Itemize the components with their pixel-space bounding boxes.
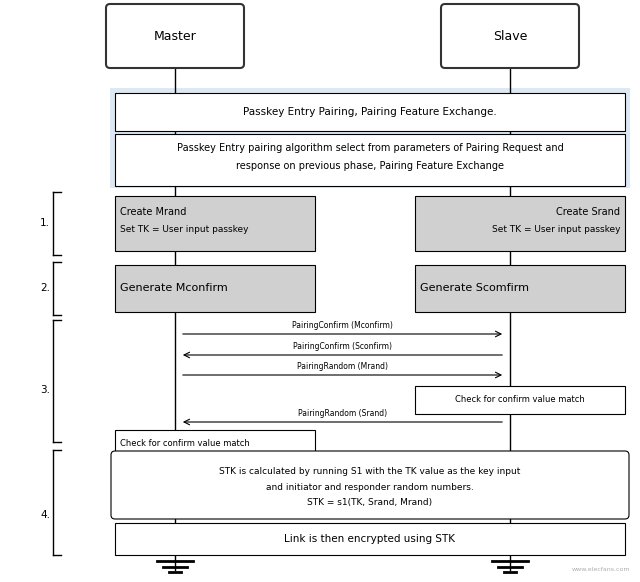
Text: and initiator and responder random numbers.: and initiator and responder random numbe…: [266, 482, 474, 492]
Bar: [115, 196, 315, 251]
Bar: [115, 265, 315, 312]
Bar: [415, 196, 625, 251]
Text: Check for confirm value match: Check for confirm value match: [455, 396, 585, 404]
FancyBboxPatch shape: [441, 4, 579, 68]
Text: Passkey Entry Pairing, Pairing Feature Exchange.: Passkey Entry Pairing, Pairing Feature E…: [243, 107, 497, 117]
Text: PairingRandom (Mrand): PairingRandom (Mrand): [297, 362, 388, 371]
Text: Set TK = User input passkey: Set TK = User input passkey: [120, 225, 248, 235]
Bar: [115, 523, 625, 555]
Bar: [115, 93, 625, 131]
Text: 3.: 3.: [40, 385, 50, 395]
Text: Check for confirm value match: Check for confirm value match: [120, 439, 250, 449]
Bar: [415, 265, 625, 312]
Text: Create Srand: Create Srand: [556, 207, 620, 217]
FancyBboxPatch shape: [106, 4, 244, 68]
Text: 1.: 1.: [40, 218, 50, 228]
Bar: [415, 386, 625, 414]
Text: STK = s1(TK, Srand, Mrand): STK = s1(TK, Srand, Mrand): [307, 499, 433, 508]
Text: PairingConfirm (Mconfirm): PairingConfirm (Mconfirm): [292, 321, 393, 330]
Bar: [110, 88, 630, 188]
Text: Link is then encrypted using STK: Link is then encrypted using STK: [285, 534, 456, 544]
Text: response on previous phase, Pairing Feature Exchange: response on previous phase, Pairing Feat…: [236, 161, 504, 171]
Text: Create Mrand: Create Mrand: [120, 207, 186, 217]
Text: Slave: Slave: [493, 30, 527, 42]
Text: PairingConfirm (Sconfirm): PairingConfirm (Sconfirm): [293, 342, 392, 351]
Text: www.elecfans.com: www.elecfans.com: [572, 567, 630, 572]
Text: Master: Master: [154, 30, 196, 42]
FancyBboxPatch shape: [111, 451, 629, 519]
Bar: [115, 134, 625, 186]
Text: 4.: 4.: [40, 510, 50, 520]
Text: PairingRandom (Srand): PairingRandom (Srand): [298, 409, 387, 418]
Text: Generate Scomfirm: Generate Scomfirm: [420, 283, 529, 293]
Text: 2.: 2.: [40, 283, 50, 293]
Text: STK is calculated by running S1 with the TK value as the key input: STK is calculated by running S1 with the…: [220, 467, 521, 475]
Bar: [115, 430, 315, 458]
Text: Set TK = User input passkey: Set TK = User input passkey: [492, 225, 620, 235]
Text: Passkey Entry pairing algorithm select from parameters of Pairing Request and: Passkey Entry pairing algorithm select f…: [177, 143, 563, 153]
Text: Generate Mconfirm: Generate Mconfirm: [120, 283, 228, 293]
